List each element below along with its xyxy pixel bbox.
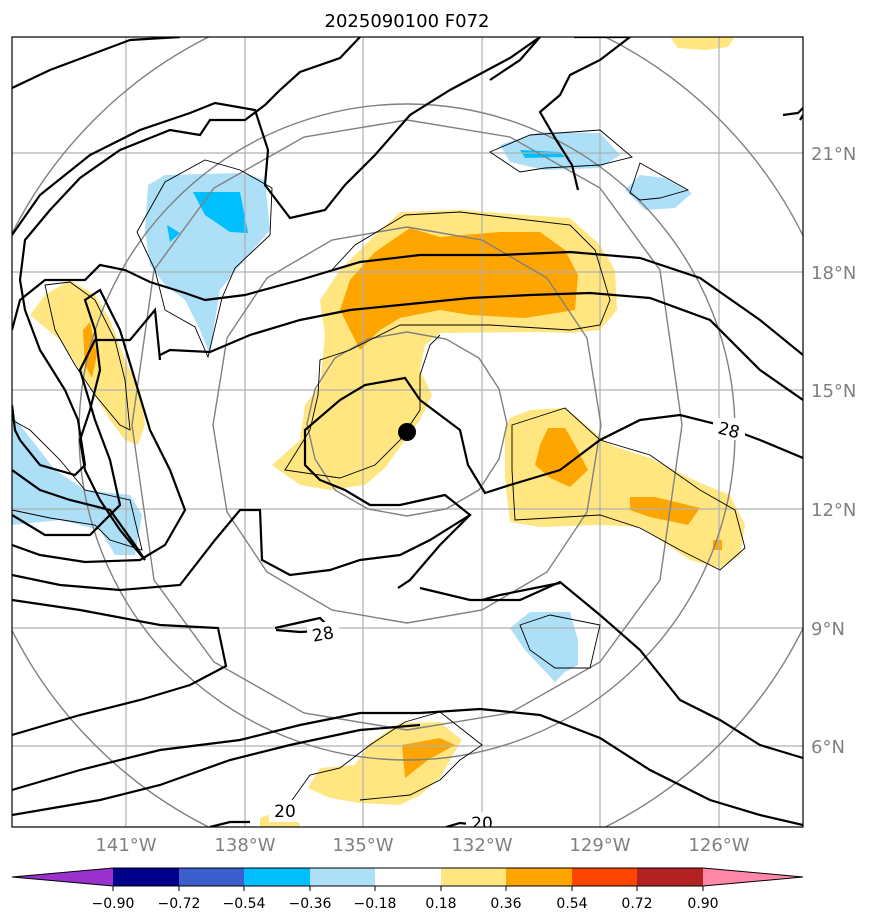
colorbar-label-4: −0.36	[289, 896, 332, 912]
colorbar-label-2: −0.72	[158, 896, 201, 912]
colorbar-seg-2	[179, 868, 244, 886]
colorbar-label-3: −0.54	[223, 896, 266, 912]
shade-light-blue-5	[510, 612, 578, 682]
shade-yellow-south	[308, 722, 462, 805]
y-tick-12n: 12°N	[811, 500, 856, 521]
colorbar-seg-1	[113, 868, 179, 886]
colorbar-seg-9	[637, 868, 703, 886]
colorbar-seg-4	[310, 868, 375, 886]
colorbar-label-5: −0.18	[354, 896, 397, 912]
colorbar-label-10: 0.90	[687, 896, 718, 912]
colorbar-label-6: 0.18	[425, 896, 456, 912]
colorbar-seg-8	[572, 868, 637, 886]
colorbar-seg-6	[441, 868, 506, 886]
x-tick-129w: 129°W	[569, 835, 630, 856]
thick-contours	[12, 37, 803, 827]
y-tick-15n: 15°N	[811, 381, 856, 402]
shade-blue-3	[520, 150, 565, 158]
shade-orange-east-2	[630, 497, 700, 525]
y-tick-6n: 6°N	[811, 737, 845, 758]
colorbar-label-9: 0.72	[621, 896, 652, 912]
colorbar-seg-7	[506, 868, 572, 886]
y-tick-labels: 21°N 18°N 15°N 12°N 9°N 6°N	[811, 144, 856, 758]
map-frame	[11, 36, 804, 828]
colorbar-seg-5	[375, 868, 441, 886]
colorbar: −0.90 −0.72 −0.54 −0.36 −0.18 0.18 0.36 …	[11, 867, 804, 912]
contour-label-28-south: 28	[311, 623, 336, 646]
colorbar-extend-high	[703, 868, 803, 886]
colorbar-label-1: −0.90	[92, 896, 135, 912]
shade-orange-south	[402, 738, 455, 778]
shading-positive	[30, 37, 745, 827]
chart-title: 2025090100 F072	[325, 11, 490, 32]
x-tick-labels: 141°W 138°W 135°W 132°W 129°W 126°W	[95, 835, 749, 856]
gridlines	[12, 37, 803, 827]
shade-blue-2	[167, 225, 180, 242]
x-tick-135w: 135°W	[332, 835, 393, 856]
shade-yellow-east	[505, 408, 745, 568]
shade-yellow-top	[670, 37, 735, 50]
contour-labels: 28 28 20 20	[269, 418, 745, 834]
colorbar-label-7: 0.36	[490, 896, 521, 912]
storm-center-marker	[398, 423, 416, 441]
shade-orange-east-1	[535, 428, 588, 487]
colorbar-extend-low	[12, 868, 113, 886]
map-area: 28 28 20 20	[12, 37, 803, 834]
shade-light-blue-2	[12, 415, 142, 555]
x-tick-138w: 138°W	[214, 835, 275, 856]
contour-label-20-west: 20	[274, 802, 296, 822]
shade-blue-1	[193, 192, 248, 233]
shade-light-blue-4	[625, 175, 692, 210]
shade-orange-main	[340, 228, 578, 350]
x-tick-132w: 132°W	[451, 835, 512, 856]
x-tick-126w: 126°W	[688, 835, 749, 856]
colorbar-label-8: 0.54	[556, 896, 587, 912]
contour-label-20-east: 20	[471, 814, 493, 834]
x-tick-141w: 141°W	[95, 835, 156, 856]
y-tick-18n: 18°N	[811, 263, 856, 284]
colorbar-seg-3	[244, 868, 310, 886]
y-tick-21n: 21°N	[811, 144, 856, 165]
shading-negative	[12, 132, 692, 682]
y-tick-9n: 9°N	[811, 619, 845, 640]
